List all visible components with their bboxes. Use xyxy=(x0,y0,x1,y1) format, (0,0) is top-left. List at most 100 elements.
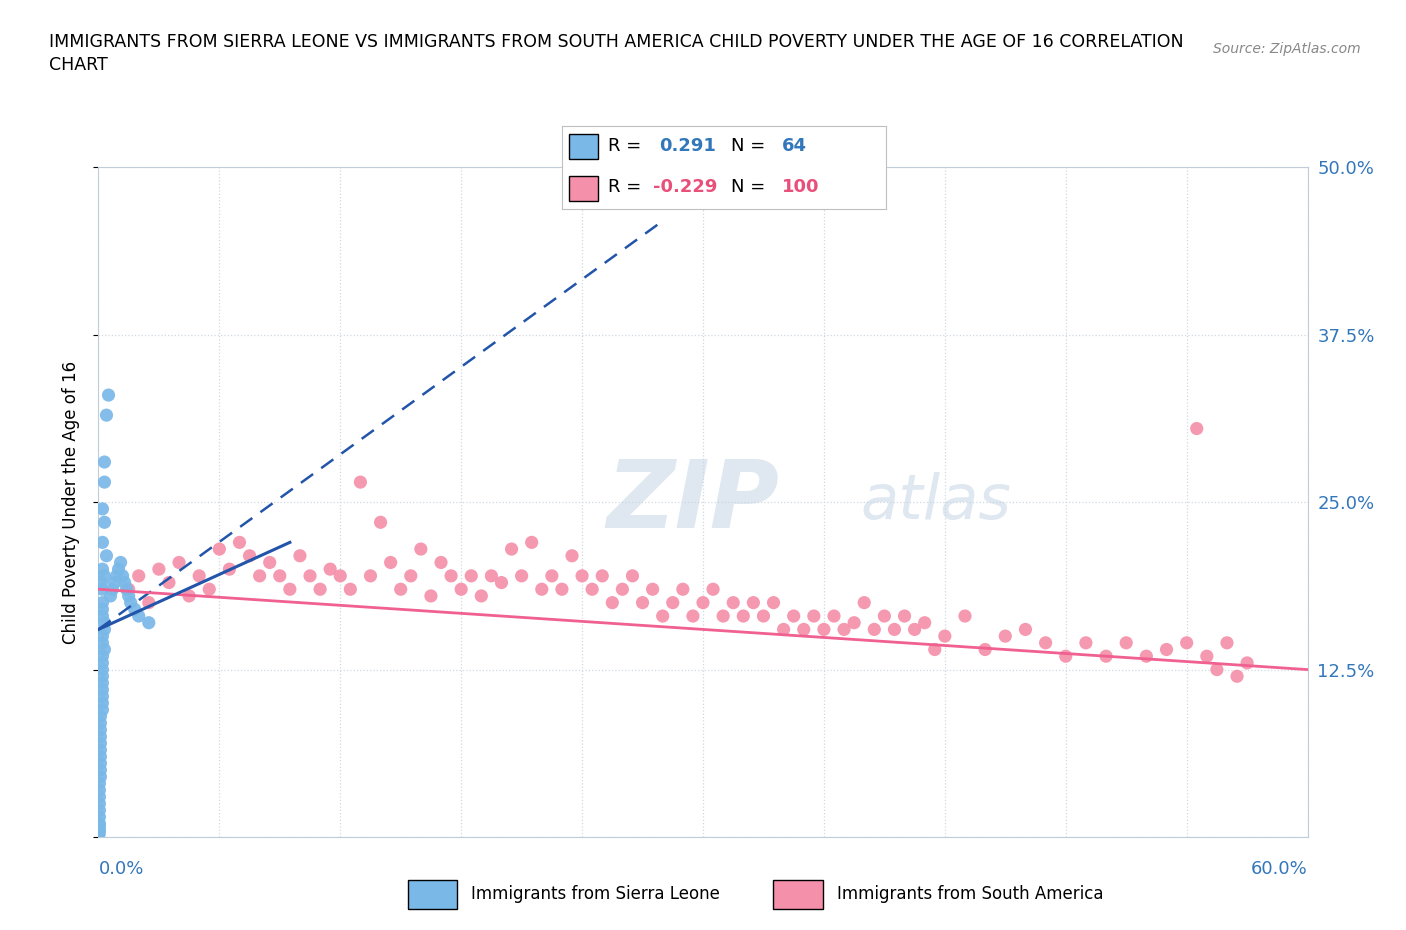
Point xyxy=(100,589,122,604)
Point xyxy=(269,568,291,583)
Point xyxy=(93,616,115,631)
Point xyxy=(91,649,114,664)
Point xyxy=(89,823,111,838)
Point xyxy=(89,750,111,764)
Text: atlas: atlas xyxy=(860,472,1011,532)
Point xyxy=(430,555,453,570)
Point xyxy=(91,683,114,698)
Point xyxy=(651,608,673,623)
Point xyxy=(128,608,150,623)
Point xyxy=(90,575,112,590)
Point xyxy=(1185,421,1208,436)
Point xyxy=(742,595,765,610)
Point xyxy=(124,602,146,617)
Text: 64: 64 xyxy=(782,137,807,154)
Point xyxy=(91,602,114,617)
Point xyxy=(128,568,150,583)
Point xyxy=(91,535,114,550)
Point xyxy=(399,568,422,583)
Point xyxy=(89,709,111,724)
Point xyxy=(1054,649,1077,664)
Point xyxy=(89,817,111,831)
Point xyxy=(1206,662,1229,677)
Point xyxy=(561,549,583,564)
Point xyxy=(89,809,111,824)
Point xyxy=(1216,635,1239,650)
Point xyxy=(249,568,271,583)
Point xyxy=(510,568,533,583)
Point xyxy=(711,608,734,623)
Point xyxy=(832,622,855,637)
Point xyxy=(692,595,714,610)
Point xyxy=(893,608,915,623)
Point xyxy=(934,629,956,644)
Point xyxy=(813,622,835,637)
Point xyxy=(682,608,704,623)
Point xyxy=(259,555,281,570)
Point xyxy=(93,474,115,489)
Point xyxy=(91,501,114,516)
Point xyxy=(91,656,114,671)
Text: 0.291: 0.291 xyxy=(659,137,716,154)
Point xyxy=(370,515,392,530)
Text: N =: N = xyxy=(731,179,770,196)
Point xyxy=(188,568,211,583)
Point xyxy=(762,595,785,610)
Text: Immigrants from South America: Immigrants from South America xyxy=(837,884,1104,903)
Point xyxy=(641,582,664,597)
Text: 60.0%: 60.0% xyxy=(1251,860,1308,878)
Point xyxy=(339,582,361,597)
Point xyxy=(530,582,553,597)
Point xyxy=(89,716,111,731)
FancyBboxPatch shape xyxy=(773,881,823,910)
Point xyxy=(1115,635,1137,650)
Point xyxy=(89,729,111,744)
Point xyxy=(89,783,111,798)
Point xyxy=(167,555,190,570)
Point xyxy=(120,595,142,610)
Point xyxy=(844,616,866,631)
Point xyxy=(853,595,876,610)
Y-axis label: Child Poverty Under the Age of 16: Child Poverty Under the Age of 16 xyxy=(62,361,80,644)
Point xyxy=(114,575,136,590)
Point xyxy=(118,582,141,597)
Point xyxy=(662,595,685,610)
Point xyxy=(1226,669,1249,684)
Point xyxy=(924,642,946,657)
Point xyxy=(138,616,160,631)
Point xyxy=(105,568,128,583)
Point xyxy=(1135,649,1157,664)
Point xyxy=(97,388,120,403)
Point xyxy=(89,736,111,751)
Point xyxy=(299,568,322,583)
Point xyxy=(91,582,114,597)
Point xyxy=(91,689,114,704)
Point xyxy=(752,608,775,623)
Point xyxy=(93,515,115,530)
Point xyxy=(873,608,896,623)
Text: CHART: CHART xyxy=(49,56,108,73)
Point xyxy=(89,742,111,757)
Point xyxy=(89,790,111,804)
Point xyxy=(1195,649,1218,664)
Point xyxy=(89,796,111,811)
Point xyxy=(591,568,613,583)
Point xyxy=(520,535,543,550)
Point xyxy=(723,595,745,610)
Point xyxy=(994,629,1017,644)
Point xyxy=(87,826,110,841)
Point xyxy=(602,595,624,610)
Point xyxy=(91,608,114,623)
Point xyxy=(481,568,503,583)
Point xyxy=(420,589,443,604)
Point xyxy=(179,589,201,604)
Point xyxy=(91,635,114,650)
Point xyxy=(349,474,371,489)
Point xyxy=(101,582,124,597)
Point xyxy=(319,562,342,577)
Point xyxy=(91,675,114,690)
Point xyxy=(157,575,180,590)
Point xyxy=(733,608,755,623)
Point xyxy=(672,582,695,597)
Text: R =: R = xyxy=(607,137,647,154)
